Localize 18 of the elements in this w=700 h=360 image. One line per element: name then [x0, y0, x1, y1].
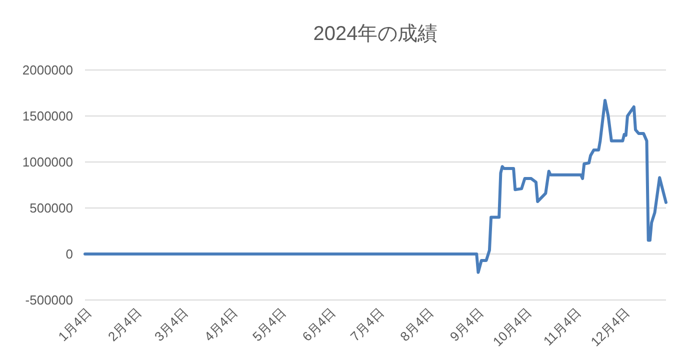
y-tick-label: 0 [66, 246, 73, 262]
x-tick-label: 11月4日 [540, 304, 584, 349]
x-tick-label: 9月4日 [446, 304, 486, 344]
y-tick-label: 1000000 [22, 154, 73, 170]
x-tick-label: 2月4日 [105, 304, 144, 344]
x-tick-label: 10月4日 [490, 304, 534, 350]
x-tick-label: 3月4日 [152, 304, 191, 344]
x-tick-label: 7月4日 [347, 304, 387, 344]
x-tick-label: 5月4日 [249, 304, 289, 344]
x-tick-label: 12月4日 [588, 304, 632, 350]
y-tick-label: 1500000 [22, 108, 73, 124]
y-tick-label: 500000 [30, 200, 73, 216]
x-tick-label: 8月4日 [397, 304, 436, 344]
x-tick-label: 6月4日 [299, 304, 338, 344]
chart-title: 2024年の成績 [313, 23, 438, 45]
y-tick-label: 2000000 [22, 62, 73, 78]
x-tick-label: 4月4日 [201, 304, 241, 344]
line-series [84, 98, 668, 274]
